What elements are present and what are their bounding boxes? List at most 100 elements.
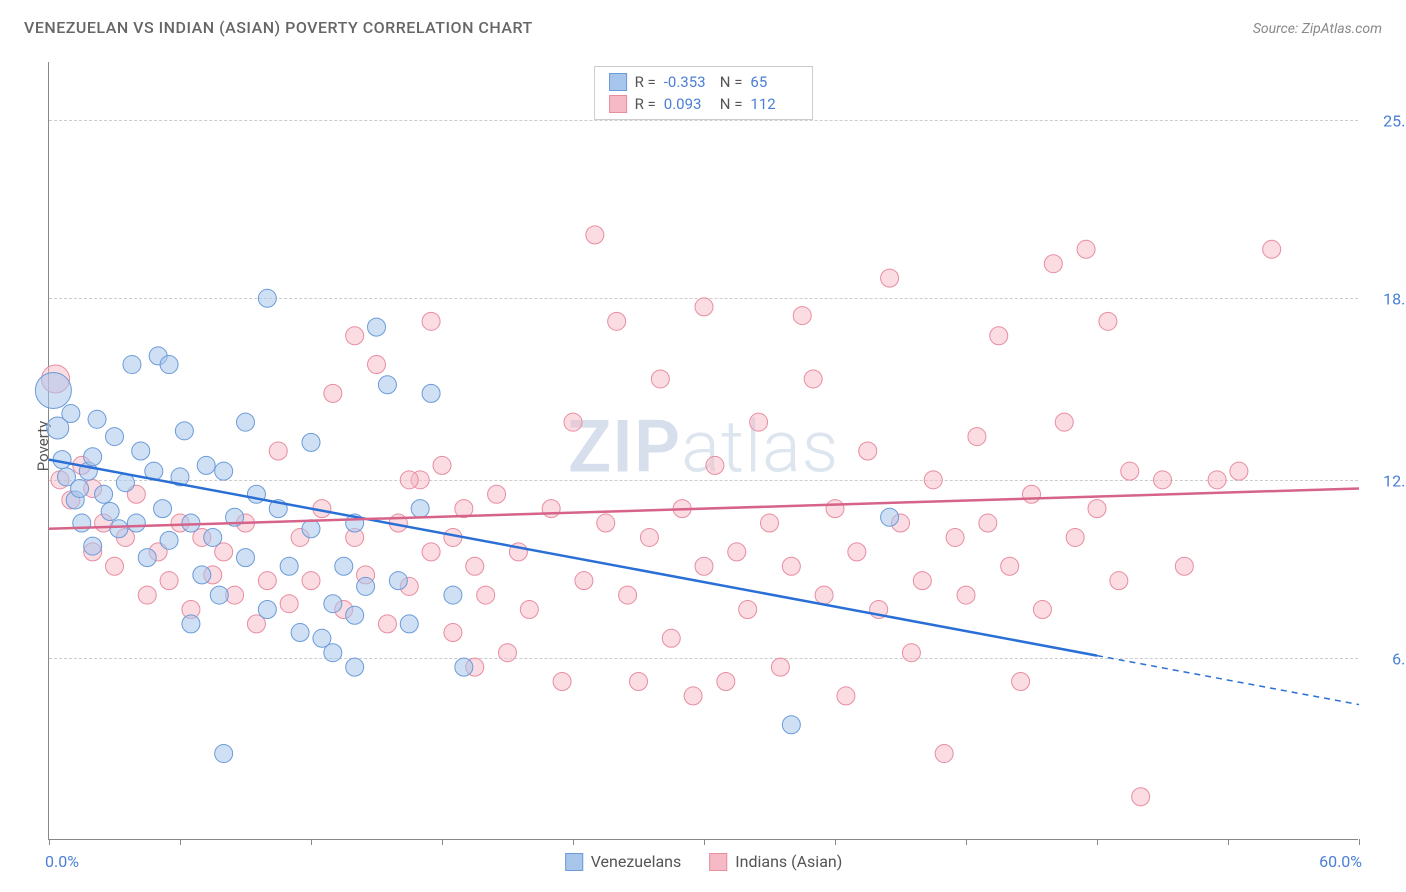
data-point [154,500,172,518]
data-point [968,428,986,446]
data-point [422,384,440,402]
data-point [815,586,833,604]
data-point [291,624,309,642]
n-label: N = [720,71,743,93]
data-point [411,500,429,518]
data-point [695,557,713,575]
data-point [826,500,844,518]
data-point [848,543,866,561]
n-value-1: 112 [750,93,798,115]
swatch-series-1 [609,95,627,113]
trend-line-extension [1097,656,1359,705]
data-point [346,658,364,676]
data-point [1099,312,1117,330]
data-point [782,557,800,575]
data-point [422,543,440,561]
data-point [1033,600,1051,618]
data-point [106,428,124,446]
data-point [357,577,375,595]
data-point [346,327,364,345]
data-point [837,687,855,705]
data-point [1088,500,1106,518]
data-point [520,600,538,618]
data-point [444,586,462,604]
r-value-1: 0.093 [664,93,712,115]
x-tick [835,839,836,845]
data-point [1132,788,1150,806]
swatch-series-0 [565,853,583,871]
legend-label-1: Indians (Asian) [735,852,842,871]
data-point [902,644,920,662]
trend-line [49,488,1359,528]
data-point [324,644,342,662]
x-tick [704,839,705,845]
data-point [1001,557,1019,575]
x-tick [180,839,181,845]
data-point [466,557,484,575]
x-tick [1228,839,1229,845]
data-point [138,549,156,567]
y-tick-label: 12.5% [1366,471,1406,490]
data-point [400,471,418,489]
data-point [750,413,768,431]
data-point [346,606,364,624]
data-point [324,384,342,402]
data-point [575,572,593,590]
data-point [258,289,276,307]
chart-header: VENEZUELAN VS INDIAN (ASIAN) POVERTY COR… [24,18,1382,37]
data-point [804,370,822,388]
x-axis-end-label: 60.0% [1319,852,1362,871]
data-point [608,312,626,330]
data-point [553,673,571,691]
data-point [651,370,669,388]
data-point [400,615,418,633]
data-point [444,624,462,642]
data-point [127,514,145,532]
data-point [378,615,396,633]
data-point [782,716,800,734]
data-point [739,600,757,618]
data-point [859,442,877,460]
x-tick [1097,839,1098,845]
x-tick [311,839,312,845]
data-point [160,531,178,549]
y-tick-label: 6.3% [1366,650,1406,669]
chart-source: Source: ZipAtlas.com [1253,21,1382,37]
data-point [193,566,211,584]
data-point [619,586,637,604]
data-point [706,456,724,474]
data-point [1023,485,1041,503]
swatch-series-0 [609,73,627,91]
data-point [597,514,615,532]
data-point [160,356,178,374]
data-point [1263,240,1281,258]
scatter-svg [49,62,1358,839]
data-point [160,572,178,590]
data-point [182,615,200,633]
trend-line [49,460,1097,656]
data-point [302,572,320,590]
data-point [935,745,953,763]
chart-plot-area: ZIPatlas 6.3%12.5%18.8%25.0% 0.0% 60.0% … [48,62,1358,840]
data-point [71,479,89,497]
data-point [101,503,119,521]
correlation-legend: R = -0.353 N = 65 R = 0.093 N = 112 [594,66,814,120]
data-point [123,356,141,374]
data-point [73,514,91,532]
swatch-series-1 [709,853,727,871]
y-tick-label: 18.8% [1366,290,1406,309]
data-point [368,356,386,374]
data-point [95,485,113,503]
data-point [302,433,320,451]
data-point [979,514,997,532]
x-tick [1359,839,1360,845]
data-point [1044,255,1062,273]
data-point [455,658,473,676]
data-point [237,413,255,431]
data-point [1154,471,1172,489]
data-point [422,312,440,330]
data-point [280,557,298,575]
r-label: R = [635,93,656,115]
data-point [1077,240,1095,258]
n-label: N = [720,93,743,115]
